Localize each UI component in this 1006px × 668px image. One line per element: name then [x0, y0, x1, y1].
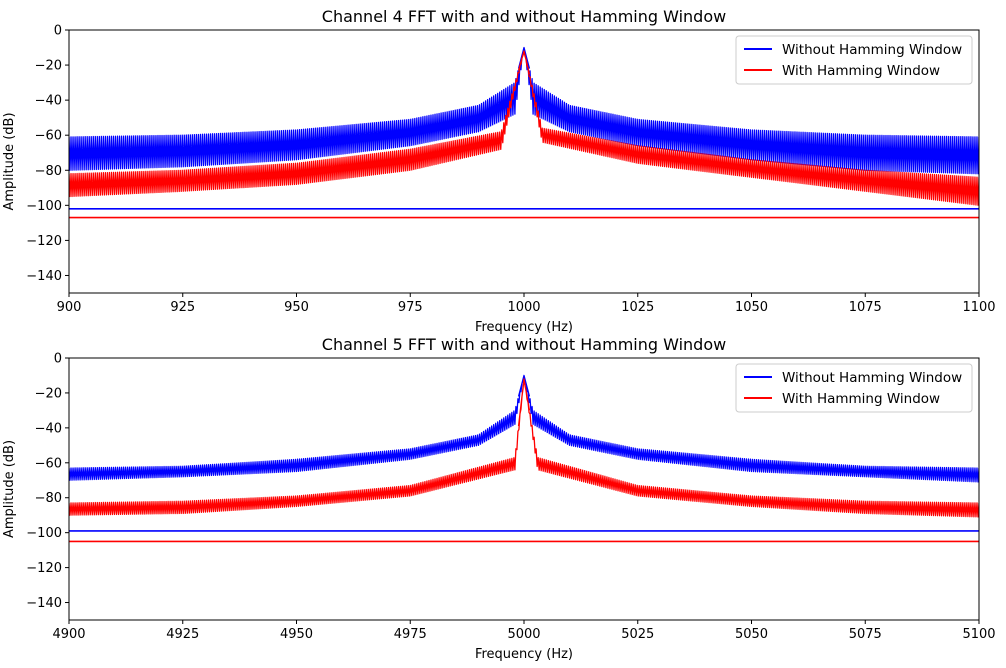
x-tick-label: 5025	[621, 627, 654, 642]
x-tick-label: 4900	[52, 627, 85, 642]
legend: Without Hamming Window With Hamming Windo…	[735, 35, 973, 85]
y-tick-label: −60	[35, 129, 62, 144]
x-tick-label: 5075	[849, 627, 882, 642]
x-tick-label: 975	[398, 300, 423, 315]
x-tick-label: 1075	[849, 300, 882, 315]
y-tick-label: −100	[26, 526, 62, 541]
y-tick-label: 0	[54, 24, 62, 39]
x-tick-label: 4950	[280, 627, 313, 642]
y-tick-label: −100	[26, 199, 62, 214]
x-tick-label: 1025	[621, 300, 654, 315]
series-group	[69, 50, 979, 219]
legend-label: Without Hamming Window	[782, 370, 962, 386]
y-tick-label: −40	[35, 94, 62, 109]
legend-label: With Hamming Window	[782, 63, 940, 79]
legend-box	[735, 363, 973, 413]
y-tick-label: −80	[35, 164, 62, 179]
series-line	[69, 378, 979, 518]
x-tick-label: 1000	[507, 300, 540, 315]
y-tick-label: −120	[26, 561, 62, 576]
chart-title: Channel 5 FFT with and without Hamming W…	[322, 335, 726, 354]
legend-box	[735, 35, 973, 85]
x-tick-label: 5000	[507, 627, 540, 642]
series-group	[69, 374, 979, 532]
legend: Without Hamming Window With Hamming Windo…	[735, 363, 973, 413]
y-tick-label: −60	[35, 456, 62, 471]
x-tick-label: 4925	[166, 627, 199, 642]
legend-label: With Hamming Window	[782, 391, 940, 407]
series-line	[69, 50, 979, 206]
y-tick-label: −80	[35, 491, 62, 506]
chart-panel-2: Channel 5 FFT with and without Hamming W…	[2, 335, 996, 662]
y-axis-label: Amplitude (dB)	[2, 440, 17, 538]
x-tick-label: 925	[170, 300, 195, 315]
chart-panel-1: Channel 4 FFT with and without Hamming W…	[2, 7, 996, 335]
y-tick-label: −20	[35, 59, 62, 74]
x-tick-label: 1100	[962, 300, 995, 315]
y-tick-label: −40	[35, 421, 62, 436]
y-tick-label: −120	[26, 234, 62, 249]
y-tick-label: −140	[26, 596, 62, 611]
series-line	[69, 374, 979, 483]
x-tick-label: 900	[57, 300, 82, 315]
y-tick-label: 0	[54, 352, 62, 367]
legend-label: Without Hamming Window	[782, 42, 962, 58]
x-axis-label: Frequency (Hz)	[475, 647, 573, 662]
x-tick-label: 4975	[394, 627, 427, 642]
x-tick-label: 5100	[962, 627, 995, 642]
y-tick-label: −140	[26, 269, 62, 284]
chart-title: Channel 4 FFT with and without Hamming W…	[322, 7, 726, 26]
y-tick-label: −20	[35, 386, 62, 401]
series-group	[69, 378, 979, 543]
x-tick-label: 950	[284, 300, 309, 315]
y-axis-label: Amplitude (dB)	[2, 112, 17, 210]
x-axis-label: Frequency (Hz)	[475, 320, 573, 335]
x-tick-label: 5050	[735, 627, 768, 642]
x-tick-label: 1050	[735, 300, 768, 315]
